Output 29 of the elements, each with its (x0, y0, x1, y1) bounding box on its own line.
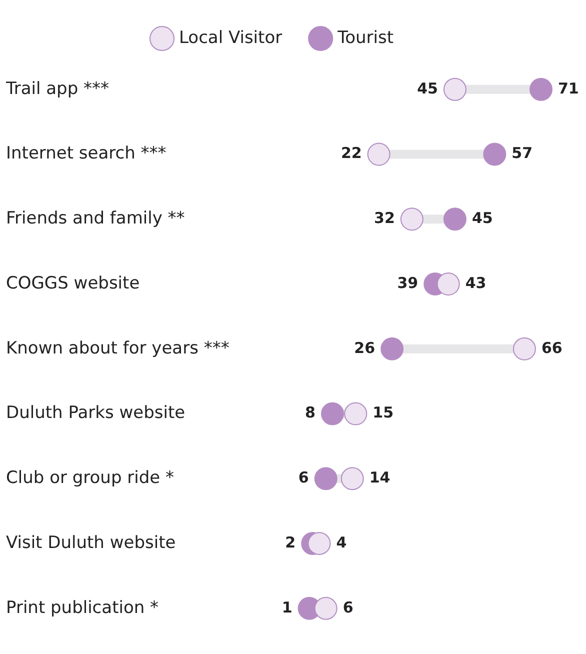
data-label: 43 (465, 274, 486, 292)
data-label: 71 (558, 79, 579, 98)
data-label: 39 (397, 274, 418, 292)
data-label: 57 (512, 144, 533, 162)
y-tick-label: Duluth Parks website (6, 403, 186, 424)
data-label: 1 (282, 598, 292, 616)
y-tick-label: Visit Duluth website (6, 532, 176, 553)
data-label: 14 (369, 468, 390, 487)
legend-label: Tourist (336, 28, 394, 48)
data-label: 26 (354, 338, 376, 357)
data-label: 8 (305, 404, 316, 422)
y-tick-label: Known about for years *** (6, 338, 230, 358)
data-label: 4 (336, 533, 347, 552)
data-label: 2 (285, 533, 296, 552)
y-tick-label: Internet search *** (6, 144, 166, 164)
legend-label: Local Visitor (179, 28, 282, 48)
data-label: 6 (342, 598, 354, 616)
data-label: 45 (417, 79, 438, 98)
data-label: 45 (472, 209, 493, 228)
data-label: 66 (541, 338, 562, 357)
data-label: 22 (340, 144, 362, 162)
y-tick-label: Print publication * (6, 598, 159, 618)
data-label: 6 (298, 468, 309, 487)
y-tick-label: COGGS website (6, 273, 140, 294)
data-label: 32 (374, 209, 395, 228)
y-tick-label: Friends and family ** (6, 208, 185, 229)
y-tick-label: Club or group ride * (6, 468, 174, 488)
data-label: 15 (372, 404, 394, 422)
y-tick-label: Trail app *** (5, 78, 110, 99)
